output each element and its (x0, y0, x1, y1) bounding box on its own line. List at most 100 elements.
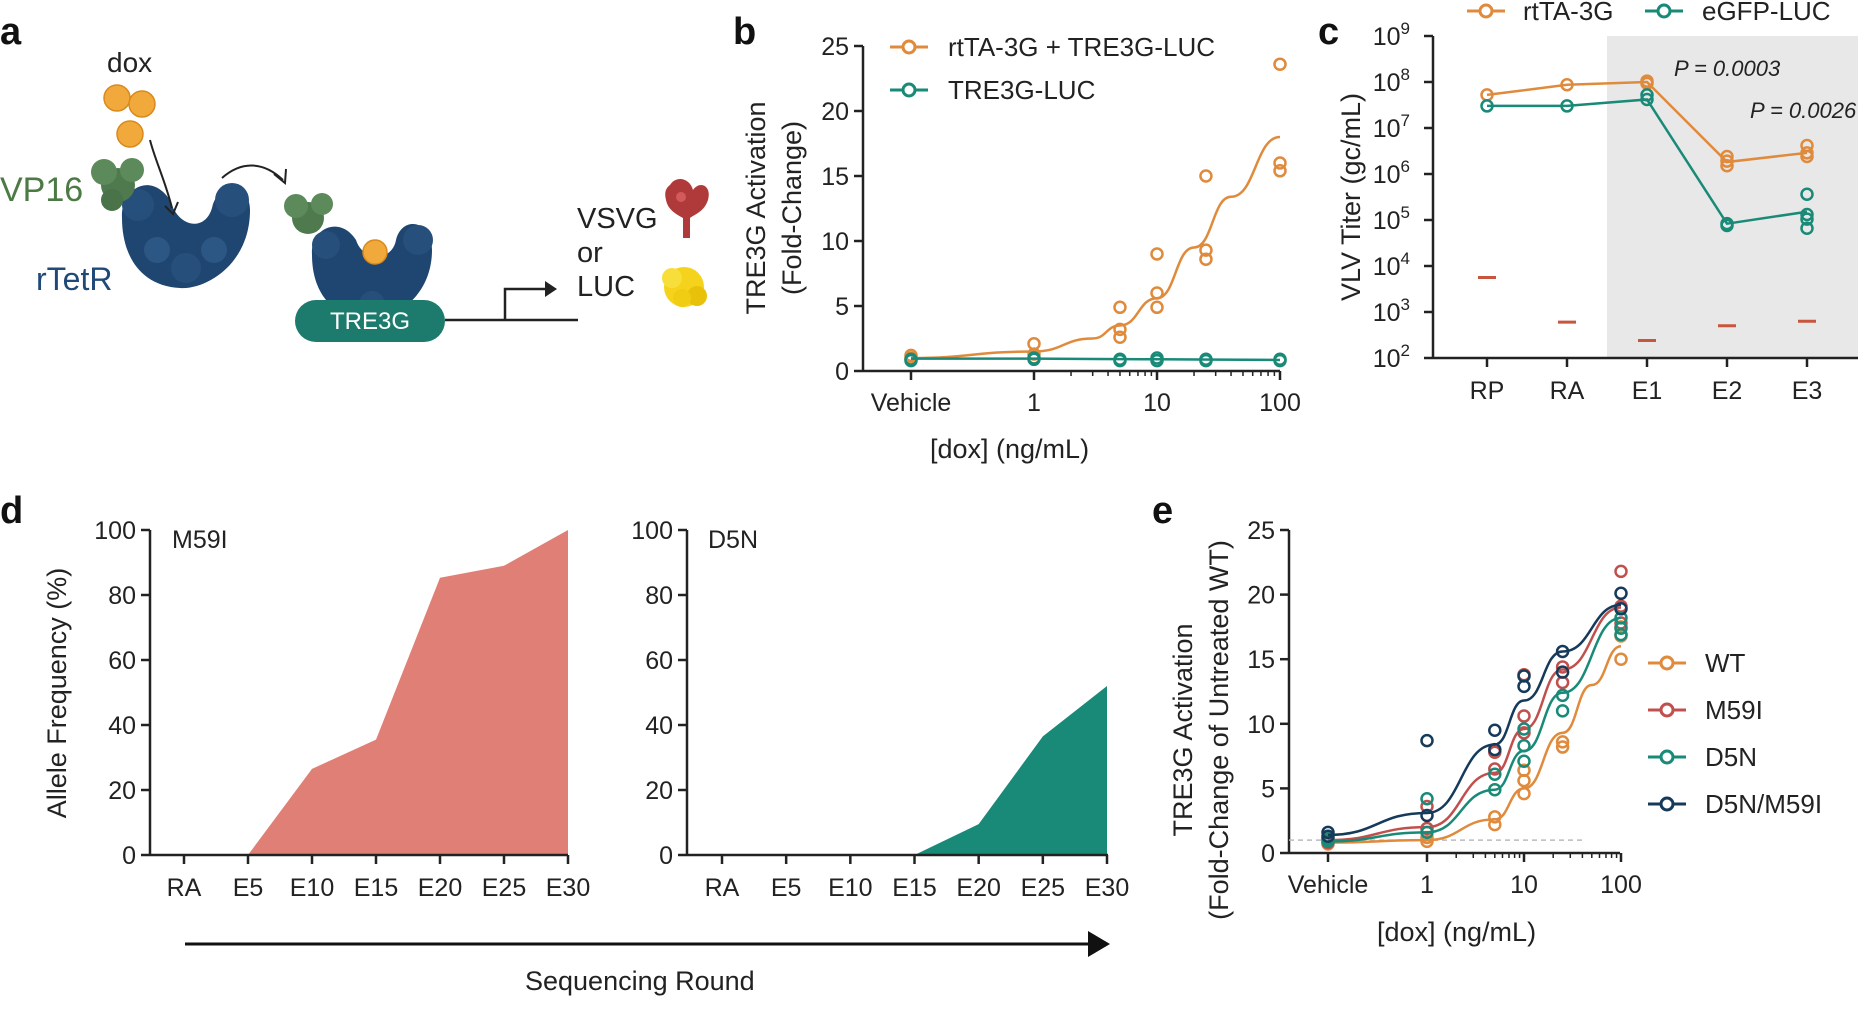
c-y-tick-label: 103 (1373, 295, 1410, 327)
c-data-point (1800, 221, 1814, 236)
e-plot-area (1321, 564, 1628, 851)
e-legend-wt: WT (1705, 648, 1746, 678)
e-fit-curve-d5n-m59i (1327, 603, 1622, 837)
d2-x-tick-label: E25 (1021, 874, 1065, 902)
d1-y-tick-label: 40 (108, 712, 136, 740)
c-legend-series-2: eGFP-LUC (1702, 0, 1831, 26)
b-y-axis-label-line1: TRE3G Activation (741, 101, 771, 314)
panel-label-a: a (0, 11, 22, 53)
b-fit-curve-tre3g-luc (910, 357, 1281, 362)
b-y-tick-label: 10 (821, 228, 849, 256)
d1-y-tick-label: 60 (108, 647, 136, 675)
e-data-point (1555, 688, 1570, 703)
e-data-point (1555, 644, 1570, 659)
e-x-axis-label: [dox] (ng/mL) (1377, 917, 1536, 947)
e-data-point (1517, 763, 1531, 778)
d2-x-tick-label: E10 (828, 874, 872, 902)
d-y-axis-label: Allele Frequency (%) (42, 568, 72, 819)
d1-y-tick-label: 80 (108, 582, 136, 610)
c-x-tick-label: E1 (1632, 377, 1663, 405)
c-x-tick-label: E3 (1792, 377, 1823, 405)
vsvg-protein-icon (665, 178, 709, 238)
b-data-point (1150, 286, 1164, 300)
e-data-point (1420, 808, 1434, 823)
d1-y-tick-label: 0 (122, 842, 136, 870)
d2-y-tick-label: 40 (645, 712, 673, 740)
d2-y-tick-label: 20 (645, 777, 673, 805)
e-legend-marker-wt (1659, 655, 1675, 671)
b-data-point (1113, 330, 1127, 344)
d2-x-tick-label: E5 (771, 874, 802, 902)
e-data-point (1614, 602, 1628, 616)
e-fit-curve-m59i (1327, 606, 1622, 842)
e-data-point (1614, 627, 1628, 642)
c-data-point (1640, 88, 1654, 102)
panel-label-c: c (1318, 11, 1339, 53)
c-data-point (1800, 212, 1814, 226)
e-data-point (1420, 791, 1434, 806)
e-data-point (1555, 660, 1570, 674)
luciferase-protein-icon (662, 267, 707, 307)
c-x-tick-label: E2 (1712, 377, 1743, 405)
d2-x-tick-label: E20 (956, 874, 1000, 902)
e-x-tick-label: 100 (1600, 871, 1642, 899)
b-x-tick-label: 100 (1259, 389, 1301, 417)
d2-y-ticks: 0 20 40 60 80 100 (631, 517, 687, 870)
rtetr-label: rTetR (36, 261, 112, 297)
b-x-tick-label: 10 (1143, 389, 1171, 417)
dox-binding-arrowhead (164, 201, 179, 216)
c-y-axis-label: VLV Titer (gc/mL) (1336, 93, 1366, 301)
tre3g-promoter-box (295, 300, 445, 342)
panel-e-mutant-response: e 0 5 10 15 20 25 Vehicle 1 10 100 [dox] (ng/mL)… (1152, 490, 1822, 947)
panel-label-e: e (1152, 490, 1173, 532)
e-data-point (1488, 762, 1502, 776)
vp16-label: VP16 (0, 171, 83, 209)
panel-label-b: b (733, 11, 756, 53)
dox-molecule-3 (116, 120, 144, 148)
d2-x-ticks: RA E5 E10 E15 E20 E25 E30 (705, 855, 1129, 902)
b-x-ticks: Vehicle 1 10 100 (871, 371, 1301, 417)
e-data-point (1420, 733, 1434, 748)
b-data-point (1273, 156, 1287, 170)
d2-x-tick-label: RA (705, 874, 740, 902)
e-data-point (1488, 767, 1502, 781)
b-x-tick-label: Vehicle (871, 389, 952, 417)
e-data-point (1517, 709, 1531, 723)
b-legend: rtTA-3G + TRE3G-LUC TRE3G-LUC (890, 32, 1215, 105)
e-data-point (1517, 739, 1531, 753)
c-shaded-region (1607, 36, 1858, 358)
d1-x-tick-label: E15 (354, 874, 398, 902)
e-data-point (1420, 825, 1434, 840)
b-data-point (1027, 352, 1041, 367)
d2-y-tick-label: 100 (631, 517, 673, 545)
c-data-point (1720, 149, 1734, 164)
dox-label: dox (107, 47, 152, 78)
e-y-axis-label-line1: TRE3G Activation (1168, 623, 1198, 836)
panel-b-dox-response: b 0 5 10 15 20 25 Vehicle 1 10 100 [dox] (ng/mL)… (733, 11, 1301, 464)
b-y-tick-label: 5 (835, 293, 849, 321)
d2-y-tick-label: 60 (645, 647, 673, 675)
c-data-point (1640, 92, 1654, 107)
e-data-point (1517, 754, 1531, 769)
e-y-ticks: 0 5 10 15 20 25 (1247, 517, 1289, 868)
c-y-tick-label: 106 (1373, 157, 1410, 189)
d1-y-tick-label: 100 (94, 517, 136, 545)
c-legend: rtTA-3G eGFP-LUC (1467, 0, 1831, 26)
b-data-point (1199, 353, 1213, 368)
b-data-point (1113, 353, 1127, 368)
c-data-point (1800, 146, 1814, 160)
c-data-point (1560, 78, 1574, 92)
d1-y-tick-label: 20 (108, 777, 136, 805)
c-x-tick-label: RA (1550, 377, 1585, 405)
tre3g-label: TRE3G (330, 308, 410, 335)
e-data-point (1488, 810, 1502, 824)
d2-x-tick-label: E30 (1085, 874, 1129, 902)
vsvg-label: VSVG (577, 203, 658, 235)
d1-x-tick-label: RA (167, 874, 202, 902)
b-y-axis-label-line2: (Fold-Change) (777, 121, 807, 295)
vp16-domain-illustration (91, 158, 144, 211)
e-x-tick-label: Vehicle (1288, 871, 1369, 899)
